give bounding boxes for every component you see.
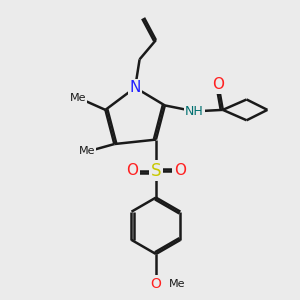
Text: S: S: [151, 162, 161, 180]
Text: Me: Me: [70, 93, 86, 103]
Text: NH: NH: [185, 105, 204, 118]
Text: O: O: [126, 163, 138, 178]
Text: N: N: [130, 80, 141, 95]
Text: O: O: [151, 277, 161, 291]
Text: Me: Me: [79, 146, 95, 157]
Text: Me: Me: [169, 279, 186, 289]
Text: O: O: [212, 77, 224, 92]
Text: O: O: [174, 163, 186, 178]
